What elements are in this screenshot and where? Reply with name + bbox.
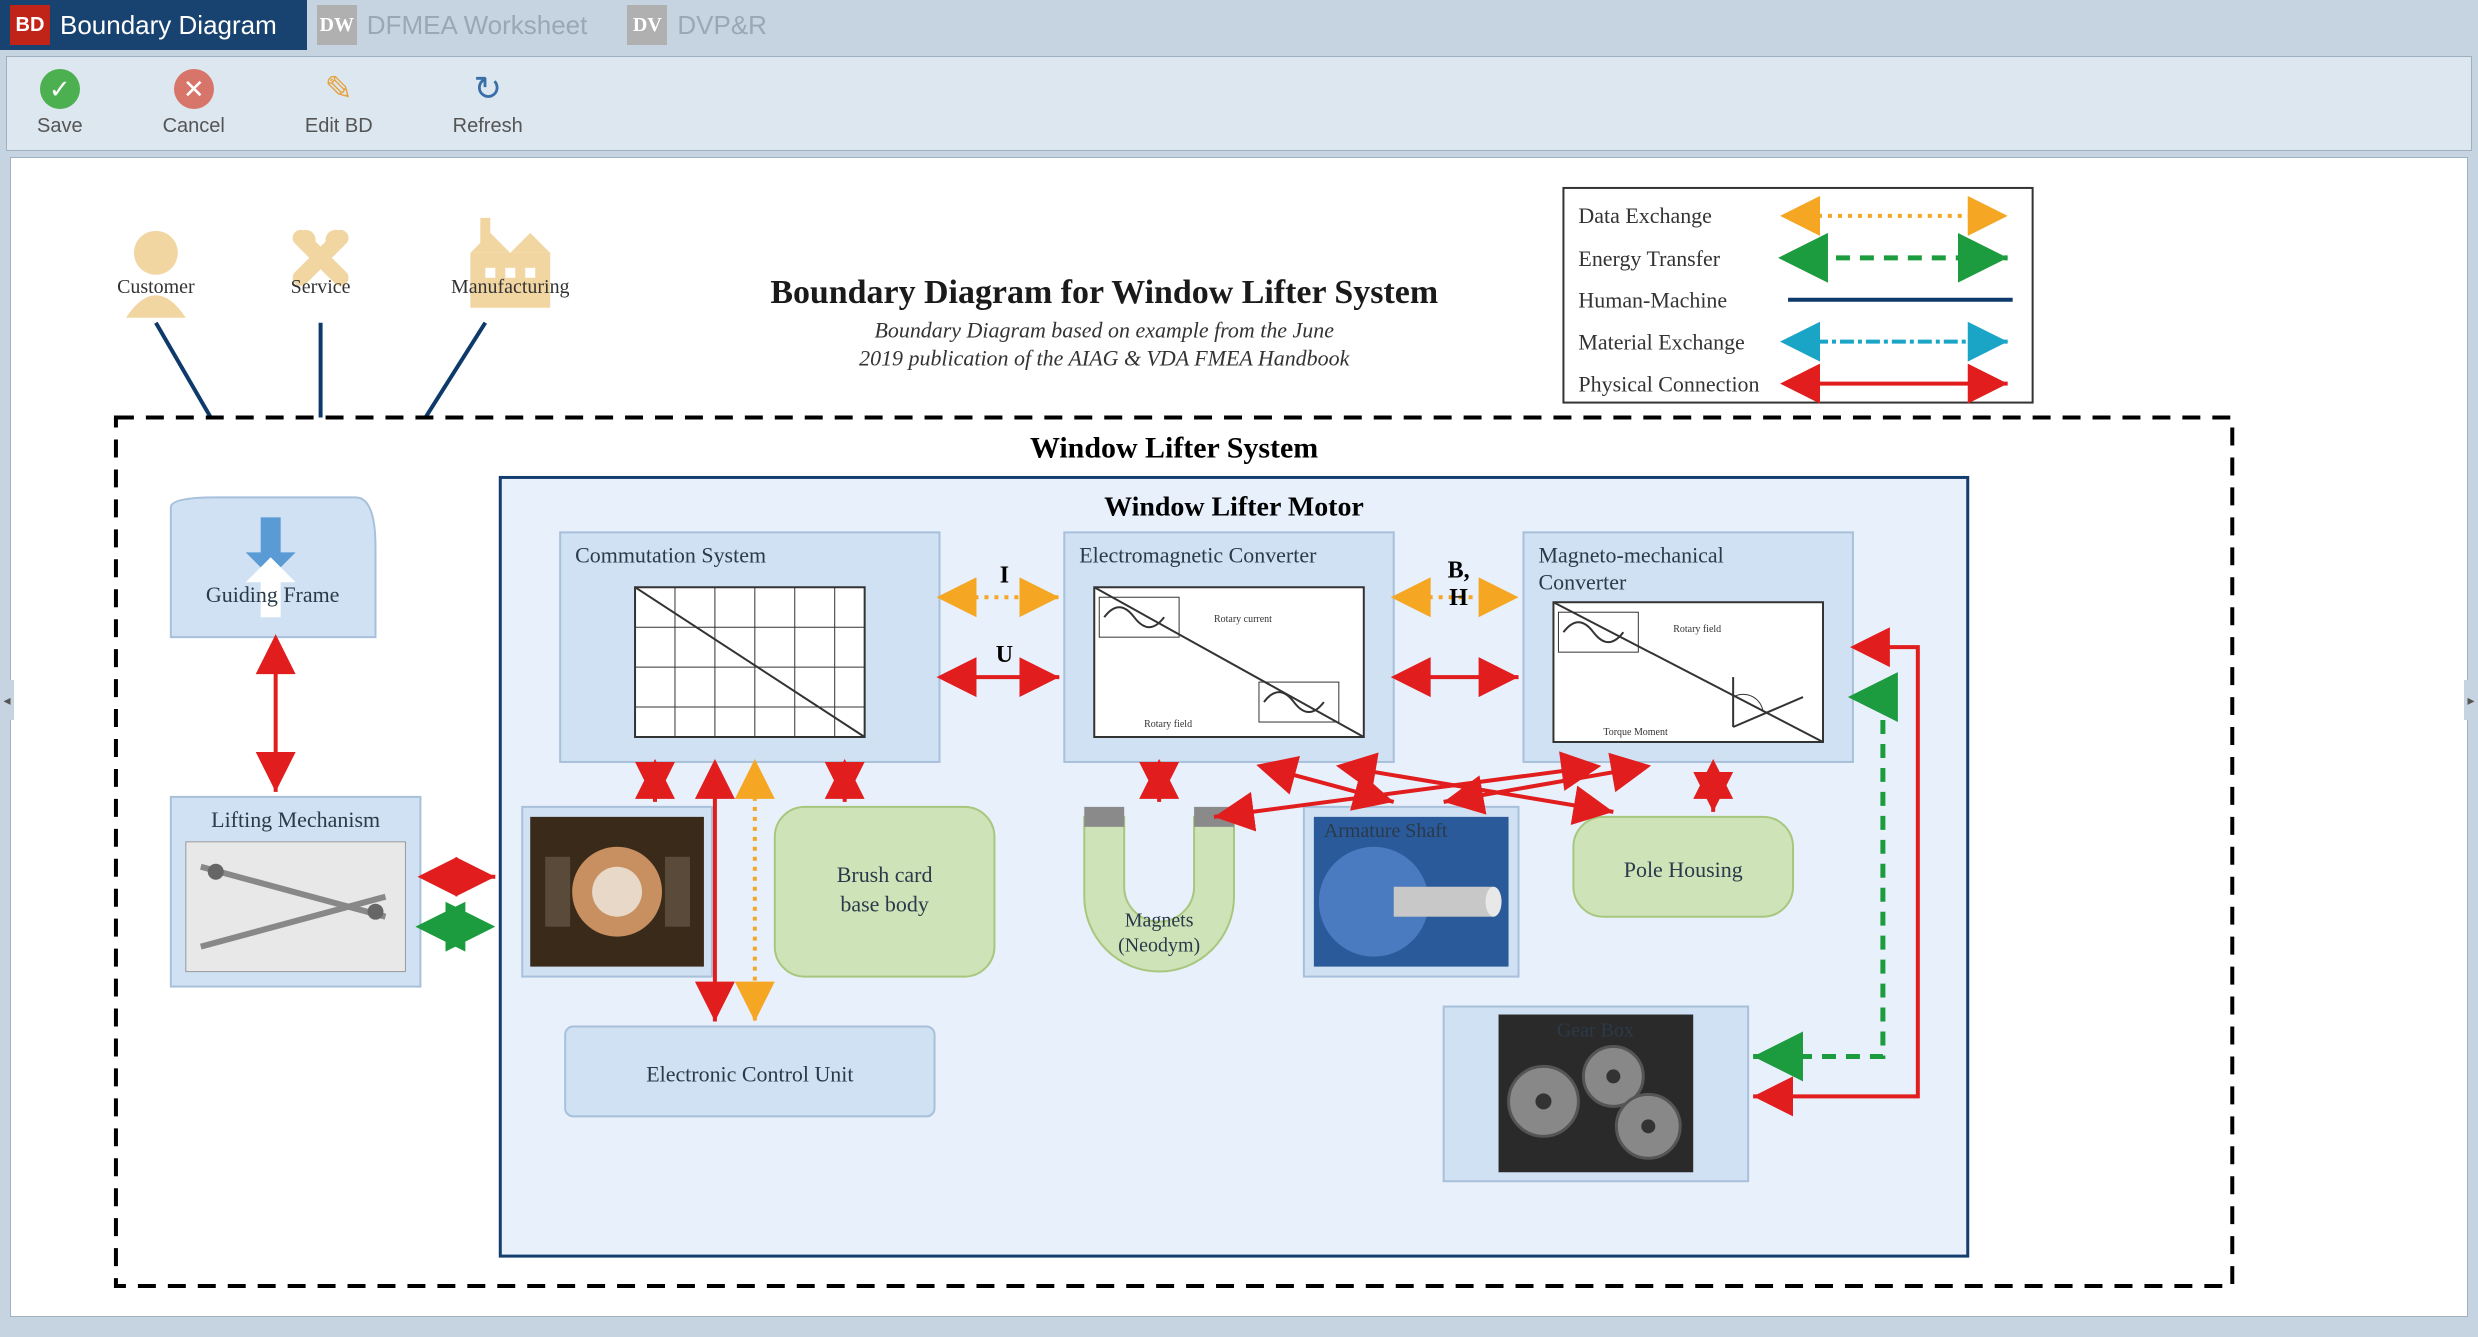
node-pole-housing: Pole Housing xyxy=(1573,817,1793,917)
conn-manufacturing xyxy=(425,323,485,418)
svg-text:Magnets: Magnets xyxy=(1125,910,1194,932)
tab-bar: BD Boundary Diagram DW DFMEA Worksheet D… xyxy=(0,0,2478,50)
edit-label: Edit BD xyxy=(305,115,373,138)
svg-text:Rotary field: Rotary field xyxy=(1673,624,1721,635)
cancel-button[interactable]: ✕ Cancel xyxy=(163,69,225,138)
svg-text:B,: B, xyxy=(1448,557,1470,583)
bd-icon: BD xyxy=(10,5,50,45)
refresh-button[interactable]: ↻ Refresh xyxy=(453,69,523,138)
svg-text:Rotary field: Rotary field xyxy=(1144,719,1192,730)
refresh-icon: ↻ xyxy=(468,69,508,109)
legend: Data Exchange Energy Transfer Human-Mach… xyxy=(1563,188,2032,403)
diagram-subtitle: Boundary Diagram based on example from t… xyxy=(874,318,1334,343)
svg-text:Electronic Control Unit: Electronic Control Unit xyxy=(646,1061,853,1086)
tab-label: DVP&R xyxy=(677,10,767,41)
svg-text:Pole Housing: Pole Housing xyxy=(1624,857,1743,882)
edit-button[interactable]: ✎ Edit BD xyxy=(305,69,373,138)
svg-text:Commutation System: Commutation System xyxy=(575,542,766,567)
node-gear-box: Gear Box xyxy=(1444,1007,1748,1182)
svg-text:Torque Moment: Torque Moment xyxy=(1603,727,1668,738)
cancel-icon: ✕ xyxy=(174,69,214,109)
toolbar: ✓ Save ✕ Cancel ✎ Edit BD ↻ Refresh xyxy=(6,56,2472,151)
node-magneto-mechanical-converter: Magneto-mechanical Converter Rotary fiel… xyxy=(1524,532,1853,762)
check-icon: ✓ xyxy=(40,69,80,109)
svg-text:Guiding Frame: Guiding Frame xyxy=(206,582,340,607)
svg-text:Customer: Customer xyxy=(117,276,195,298)
svg-text:Manufacturing: Manufacturing xyxy=(451,276,570,298)
svg-text:Electromagnetic Converter: Electromagnetic Converter xyxy=(1079,542,1317,567)
node-carbon-brush: Carbon Brush xyxy=(522,807,712,977)
svg-text:Energy Transfer: Energy Transfer xyxy=(1578,246,1720,271)
refresh-label: Refresh xyxy=(453,115,523,138)
conn-customer xyxy=(156,323,211,418)
svg-text:Magneto-mechanical: Magneto-mechanical xyxy=(1538,542,1723,567)
node-commutation-system: Commutation System xyxy=(560,532,939,762)
tab-dfmea-worksheet[interactable]: DW DFMEA Worksheet xyxy=(307,0,618,50)
tab-dvpr[interactable]: DV DVP&R xyxy=(617,0,797,50)
save-button[interactable]: ✓ Save xyxy=(37,69,83,138)
node-lifting-mechanism: Lifting Mechanism xyxy=(171,797,421,987)
tab-label: Boundary Diagram xyxy=(60,10,277,41)
diagram-canvas[interactable]: Customer Service Manufacturing Boundary … xyxy=(10,157,2468,1317)
cancel-label: Cancel xyxy=(163,115,225,138)
svg-text:(Neodym): (Neodym) xyxy=(1118,935,1200,957)
diagram-subtitle2: 2019 publication of the AIAG & VDA FMEA … xyxy=(859,346,1350,371)
scroll-right[interactable]: ▸ xyxy=(2464,680,2478,720)
svg-text:Rotary current: Rotary current xyxy=(1214,614,1272,625)
node-armature-shaft: Armature Shaft xyxy=(1304,807,1519,977)
node-brush-card: Brush card base body xyxy=(775,807,995,977)
tab-boundary-diagram[interactable]: BD Boundary Diagram xyxy=(0,0,307,50)
svg-text:base body: base body xyxy=(840,892,928,917)
svg-text:H: H xyxy=(1449,585,1468,611)
node-guiding-frame: Guiding Frame xyxy=(171,497,376,637)
motor-title: Window Lifter Motor xyxy=(1104,491,1364,522)
svg-text:Armature Shaft: Armature Shaft xyxy=(1324,820,1448,842)
diagram-title: Boundary Diagram for Window Lifter Syste… xyxy=(770,274,1438,311)
pencil-icon: ✎ xyxy=(319,69,359,109)
node-ecu: Electronic Control Unit xyxy=(565,1027,934,1117)
svg-text:I: I xyxy=(1000,562,1009,588)
svg-text:Lifting Mechanism: Lifting Mechanism xyxy=(211,807,380,832)
svg-text:Converter: Converter xyxy=(1538,569,1626,594)
customer-icon: Customer xyxy=(117,231,195,318)
boundary-diagram-svg: Customer Service Manufacturing Boundary … xyxy=(11,158,2467,1316)
svg-text:Human-Machine: Human-Machine xyxy=(1578,288,1727,313)
dv-icon: DV xyxy=(627,5,667,45)
manufacturing-icon: Manufacturing xyxy=(451,218,570,308)
service-icon: Service xyxy=(291,230,351,298)
svg-text:Material Exchange: Material Exchange xyxy=(1578,330,1744,355)
scroll-left[interactable]: ◂ xyxy=(0,680,14,720)
save-label: Save xyxy=(37,115,83,138)
svg-text:Data Exchange: Data Exchange xyxy=(1578,203,1711,228)
node-electromagnetic-converter: Electromagnetic Converter Rotary current… xyxy=(1064,532,1393,762)
svg-text:Gear Box: Gear Box xyxy=(1557,1019,1634,1041)
tab-label: DFMEA Worksheet xyxy=(367,10,588,41)
svg-text:Physical Connection: Physical Connection xyxy=(1578,372,1759,397)
svg-text:Brush card: Brush card xyxy=(837,862,933,887)
system-title: Window Lifter System xyxy=(1030,431,1318,464)
dw-icon: DW xyxy=(317,5,357,45)
svg-text:U: U xyxy=(996,642,1013,668)
svg-text:Service: Service xyxy=(291,276,351,298)
